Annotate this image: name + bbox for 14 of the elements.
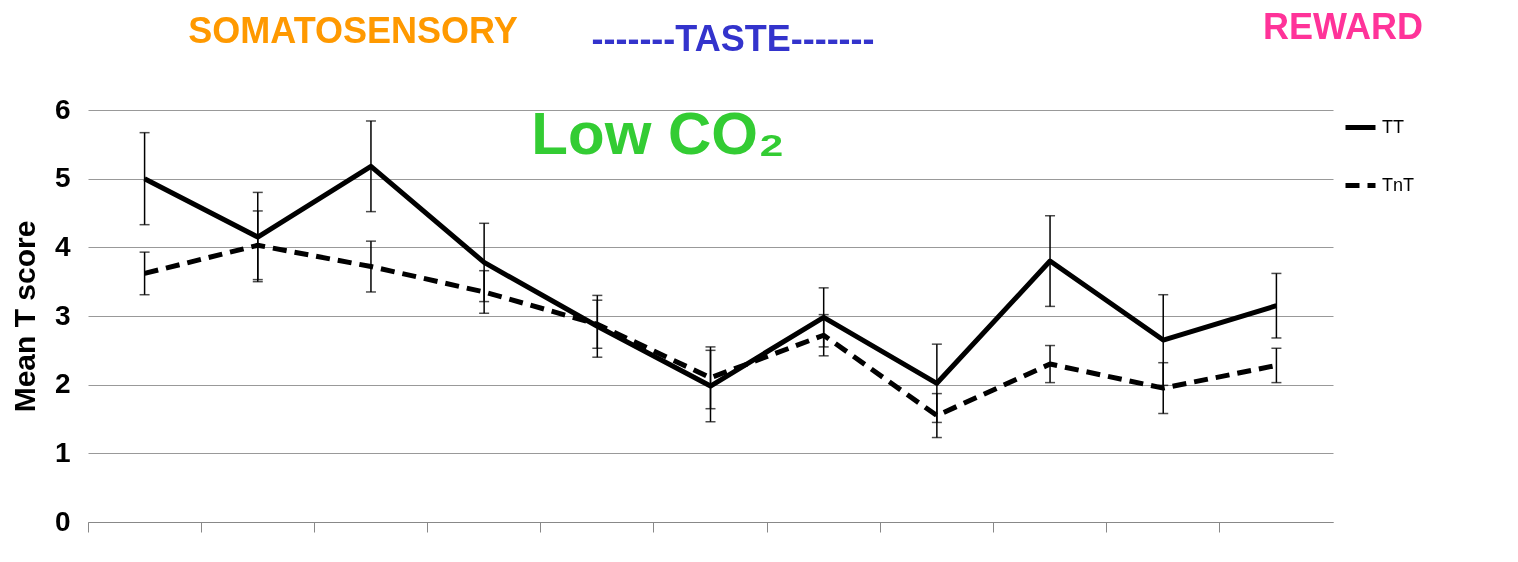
y-tick-label: 0: [54, 505, 71, 537]
y-tick-label: 3: [54, 299, 71, 331]
text: -------TASTE-------: [591, 18, 875, 59]
y-tick-label: 1: [54, 436, 71, 468]
annotation: Low CO₂: [531, 100, 785, 167]
text: SOMATOSENSORY: [188, 10, 518, 51]
y-tick-label: 5: [54, 162, 71, 194]
legend-label: TT: [1382, 116, 1404, 137]
text: REWARD: [1263, 6, 1423, 47]
legend-label: TnT: [1382, 174, 1415, 195]
y-tick-label: 6: [54, 93, 71, 125]
y-axis-title: Mean T score: [7, 220, 41, 413]
y-tick-label: 2: [54, 368, 71, 400]
y-tick-label: 4: [54, 230, 71, 262]
